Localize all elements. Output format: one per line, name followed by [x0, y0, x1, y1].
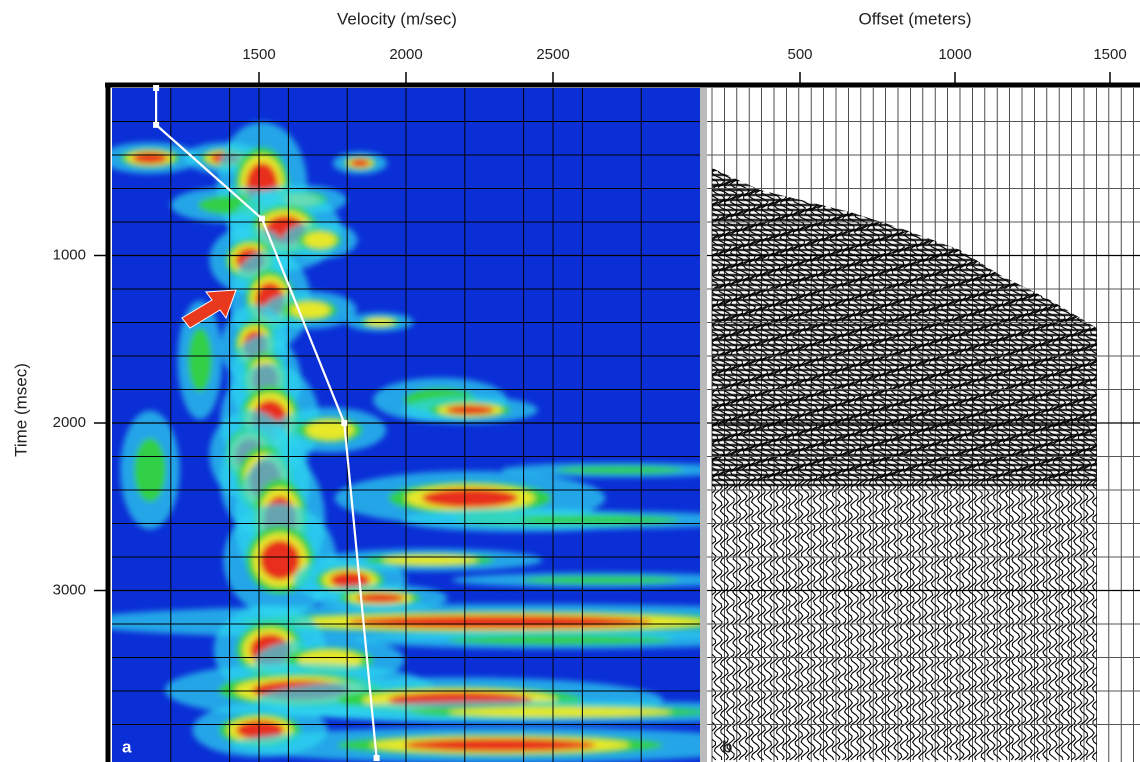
- semblance-blob: [520, 576, 680, 584]
- x-tick-label: 1500: [1093, 46, 1126, 63]
- x-tick-label: 1000: [938, 46, 971, 63]
- semblance-blob: [350, 159, 370, 167]
- semblance-blob: [422, 488, 518, 508]
- x-tick-label: 2000: [389, 46, 422, 63]
- x-axis-title: Velocity (m/sec): [337, 9, 457, 28]
- velocity-pick: [153, 121, 160, 128]
- semblance-blob: [132, 152, 168, 164]
- semblance-blob: [304, 232, 336, 248]
- x-tick-label: 1500: [242, 46, 275, 63]
- x-tick-label: 2500: [536, 46, 569, 63]
- y-tick-label: 2000: [53, 414, 86, 431]
- gather-panel: [707, 88, 1140, 762]
- panel-label: a: [122, 737, 132, 756]
- semblance-blob: [236, 720, 284, 740]
- x-axis-title: Offset (meters): [858, 9, 971, 28]
- y-axis-title: Time (msec): [11, 363, 30, 457]
- semblance-blob: [356, 593, 404, 603]
- y-tick-label: 1000: [53, 246, 86, 263]
- semblance-blob: [448, 635, 672, 645]
- semblance-blob: [446, 405, 494, 415]
- grid: [112, 88, 1140, 762]
- semblance-blob: [556, 466, 684, 474]
- semblance-blob: [260, 540, 300, 580]
- x-tick-label: 500: [787, 46, 812, 63]
- y-tick-label: 3000: [53, 581, 86, 598]
- arrow: [181, 289, 237, 329]
- semblance-blob: [520, 515, 680, 525]
- semblance-blob: [404, 738, 596, 752]
- semblance-blob: [448, 707, 672, 717]
- wiggle: [712, 168, 720, 761]
- panel-label: b: [722, 737, 732, 756]
- velocity-pick: [258, 215, 265, 222]
- semblance-blob: [188, 328, 212, 392]
- semblance-blob: [348, 615, 652, 629]
- panel-separator: [700, 88, 707, 762]
- velocity-pick: [373, 755, 380, 761]
- velocity-pick: [341, 420, 348, 426]
- velocity-pick: [153, 85, 160, 91]
- semblance-blob: [134, 438, 166, 502]
